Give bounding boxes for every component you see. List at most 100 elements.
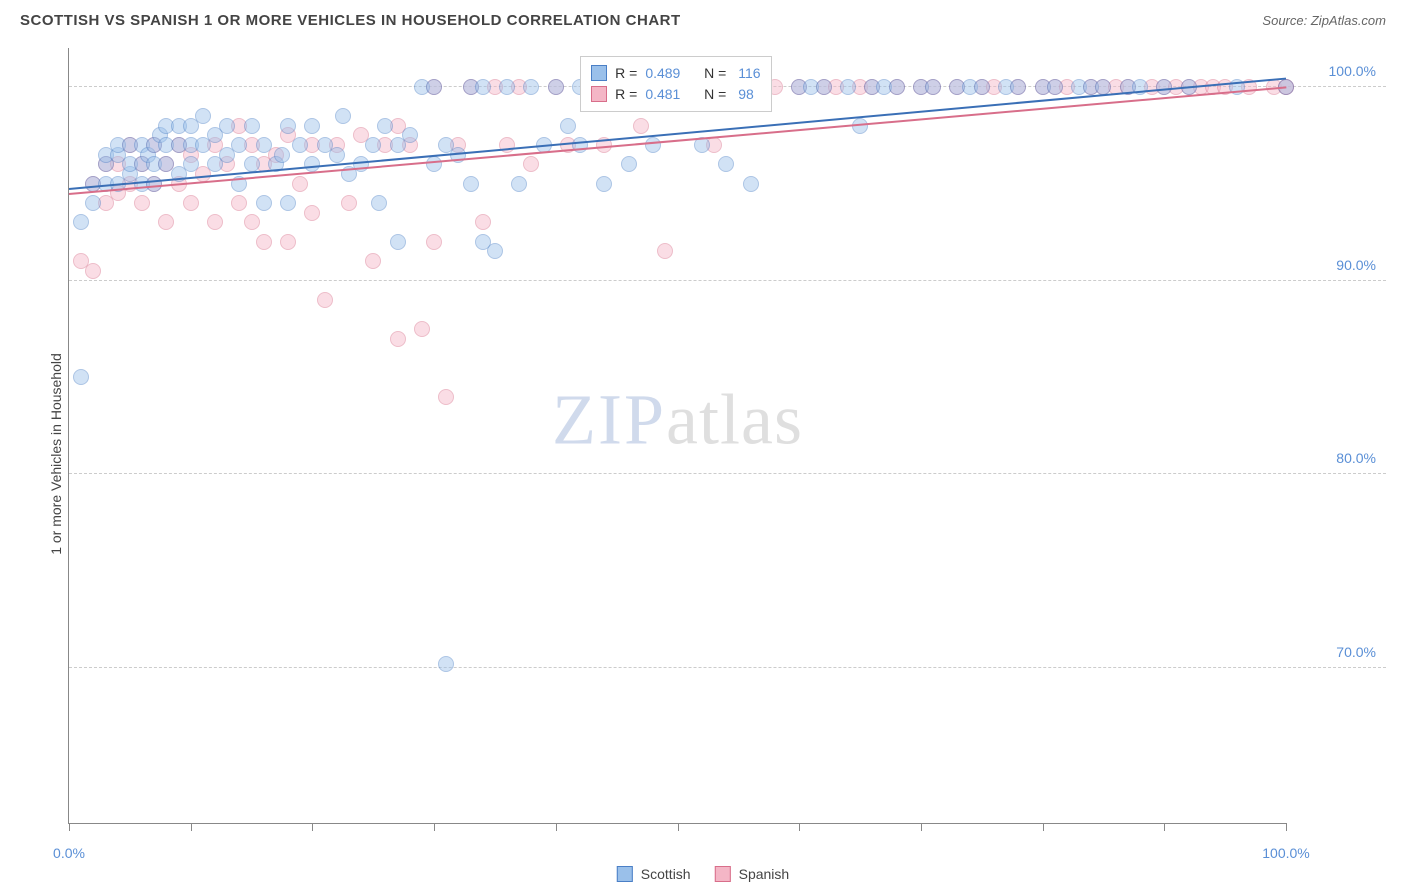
scatter-point <box>560 118 576 134</box>
scatter-point <box>390 234 406 250</box>
bottom-legend: Scottish Spanish <box>617 866 789 882</box>
scatter-point <box>280 234 296 250</box>
stats-n-label: N = <box>704 84 726 105</box>
x-tick <box>1164 823 1165 831</box>
scatter-point <box>475 79 491 95</box>
scatter-point <box>1047 79 1063 95</box>
x-tick <box>312 823 313 831</box>
stats-r-label: R = <box>615 84 637 105</box>
scatter-point <box>438 656 454 672</box>
scatter-point <box>158 214 174 230</box>
chart-title: SCOTTISH VS SPANISH 1 OR MORE VEHICLES I… <box>20 12 681 29</box>
chart-source: Source: ZipAtlas.com <box>1262 13 1386 28</box>
scatter-point <box>183 195 199 211</box>
stats-n-value: 98 <box>734 84 753 105</box>
scatter-point <box>219 118 235 134</box>
scatter-point <box>73 214 89 230</box>
scatter-point <box>280 118 296 134</box>
x-tick <box>556 823 557 831</box>
stats-r-value: 0.489 <box>645 63 680 84</box>
scatter-point <box>377 118 393 134</box>
scatter-point <box>256 234 272 250</box>
scatter-point <box>183 156 199 172</box>
scatter-point <box>511 176 527 192</box>
scatter-point <box>621 156 637 172</box>
y-tick-label: 70.0% <box>1296 644 1376 660</box>
scatter-point <box>475 214 491 230</box>
scatter-point <box>463 176 479 192</box>
scatter-point <box>304 205 320 221</box>
stats-legend-row: R =0.489 N = 116 <box>591 63 760 84</box>
legend-swatch <box>591 86 607 102</box>
scatter-point <box>244 118 260 134</box>
scatter-point <box>365 253 381 269</box>
legend-label: Scottish <box>641 866 691 882</box>
x-tick <box>434 823 435 831</box>
stats-legend: R =0.489 N = 116R =0.481 N = 98 <box>580 56 771 112</box>
x-tick <box>921 823 922 831</box>
scatter-point <box>426 79 442 95</box>
chart-container: 1 or more Vehicles in Household ZIPatlas… <box>48 48 1386 844</box>
stats-r-value: 0.481 <box>645 84 680 105</box>
watermark: ZIPatlas <box>552 379 803 462</box>
x-tick <box>1286 823 1287 831</box>
scatter-point <box>304 118 320 134</box>
scatter-point <box>329 147 345 163</box>
scatter-point <box>195 108 211 124</box>
x-tick <box>799 823 800 831</box>
legend-swatch <box>591 65 607 81</box>
scatter-point <box>426 156 442 172</box>
stats-legend-row: R = 0.481 N = 98 <box>591 84 760 105</box>
scatter-point <box>974 79 990 95</box>
scatter-point <box>523 156 539 172</box>
y-tick-label: 80.0% <box>1296 450 1376 466</box>
scatter-point <box>231 137 247 153</box>
scatter-point <box>925 79 941 95</box>
scatter-point <box>73 369 89 385</box>
x-tick-label: 0.0% <box>53 845 85 861</box>
scatter-point <box>402 127 418 143</box>
y-axis-label: 1 or more Vehicles in Household <box>48 353 64 555</box>
scatter-point <box>365 137 381 153</box>
scatter-point <box>645 137 661 153</box>
scatter-point <box>1156 79 1172 95</box>
legend-swatch <box>617 866 633 882</box>
scatter-point <box>548 79 564 95</box>
watermark-atlas: atlas <box>666 380 803 460</box>
scatter-point <box>414 321 430 337</box>
scatter-point <box>596 176 612 192</box>
grid-line <box>69 667 1386 668</box>
scatter-point <box>718 156 734 172</box>
source-name: ZipAtlas.com <box>1311 13 1386 28</box>
legend-item: Spanish <box>715 866 790 882</box>
scatter-point <box>256 195 272 211</box>
x-tick-label: 100.0% <box>1262 845 1309 861</box>
scatter-point <box>633 118 649 134</box>
legend-label: Spanish <box>739 866 790 882</box>
scatter-point <box>335 108 351 124</box>
x-tick <box>1043 823 1044 831</box>
scatter-point <box>317 292 333 308</box>
scatter-point <box>85 195 101 211</box>
stats-r-label: R = <box>615 63 637 84</box>
scatter-point <box>274 147 290 163</box>
legend-swatch <box>715 866 731 882</box>
scatter-point <box>231 195 247 211</box>
scatter-point <box>371 195 387 211</box>
chart-header: SCOTTISH VS SPANISH 1 OR MORE VEHICLES I… <box>0 0 1406 37</box>
scatter-point <box>1095 79 1111 95</box>
scatter-point <box>146 176 162 192</box>
x-tick <box>191 823 192 831</box>
grid-line <box>69 473 1386 474</box>
scatter-point <box>207 214 223 230</box>
scatter-point <box>304 156 320 172</box>
scatter-point <box>280 195 296 211</box>
scatter-point <box>499 79 515 95</box>
scatter-point <box>1010 79 1026 95</box>
plot-area: ZIPatlas 70.0%80.0%90.0%100.0%0.0%100.0%… <box>68 48 1286 824</box>
x-tick <box>678 823 679 831</box>
scatter-point <box>292 176 308 192</box>
scatter-point <box>889 79 905 95</box>
scatter-point <box>840 79 856 95</box>
y-tick-label: 100.0% <box>1296 63 1376 79</box>
